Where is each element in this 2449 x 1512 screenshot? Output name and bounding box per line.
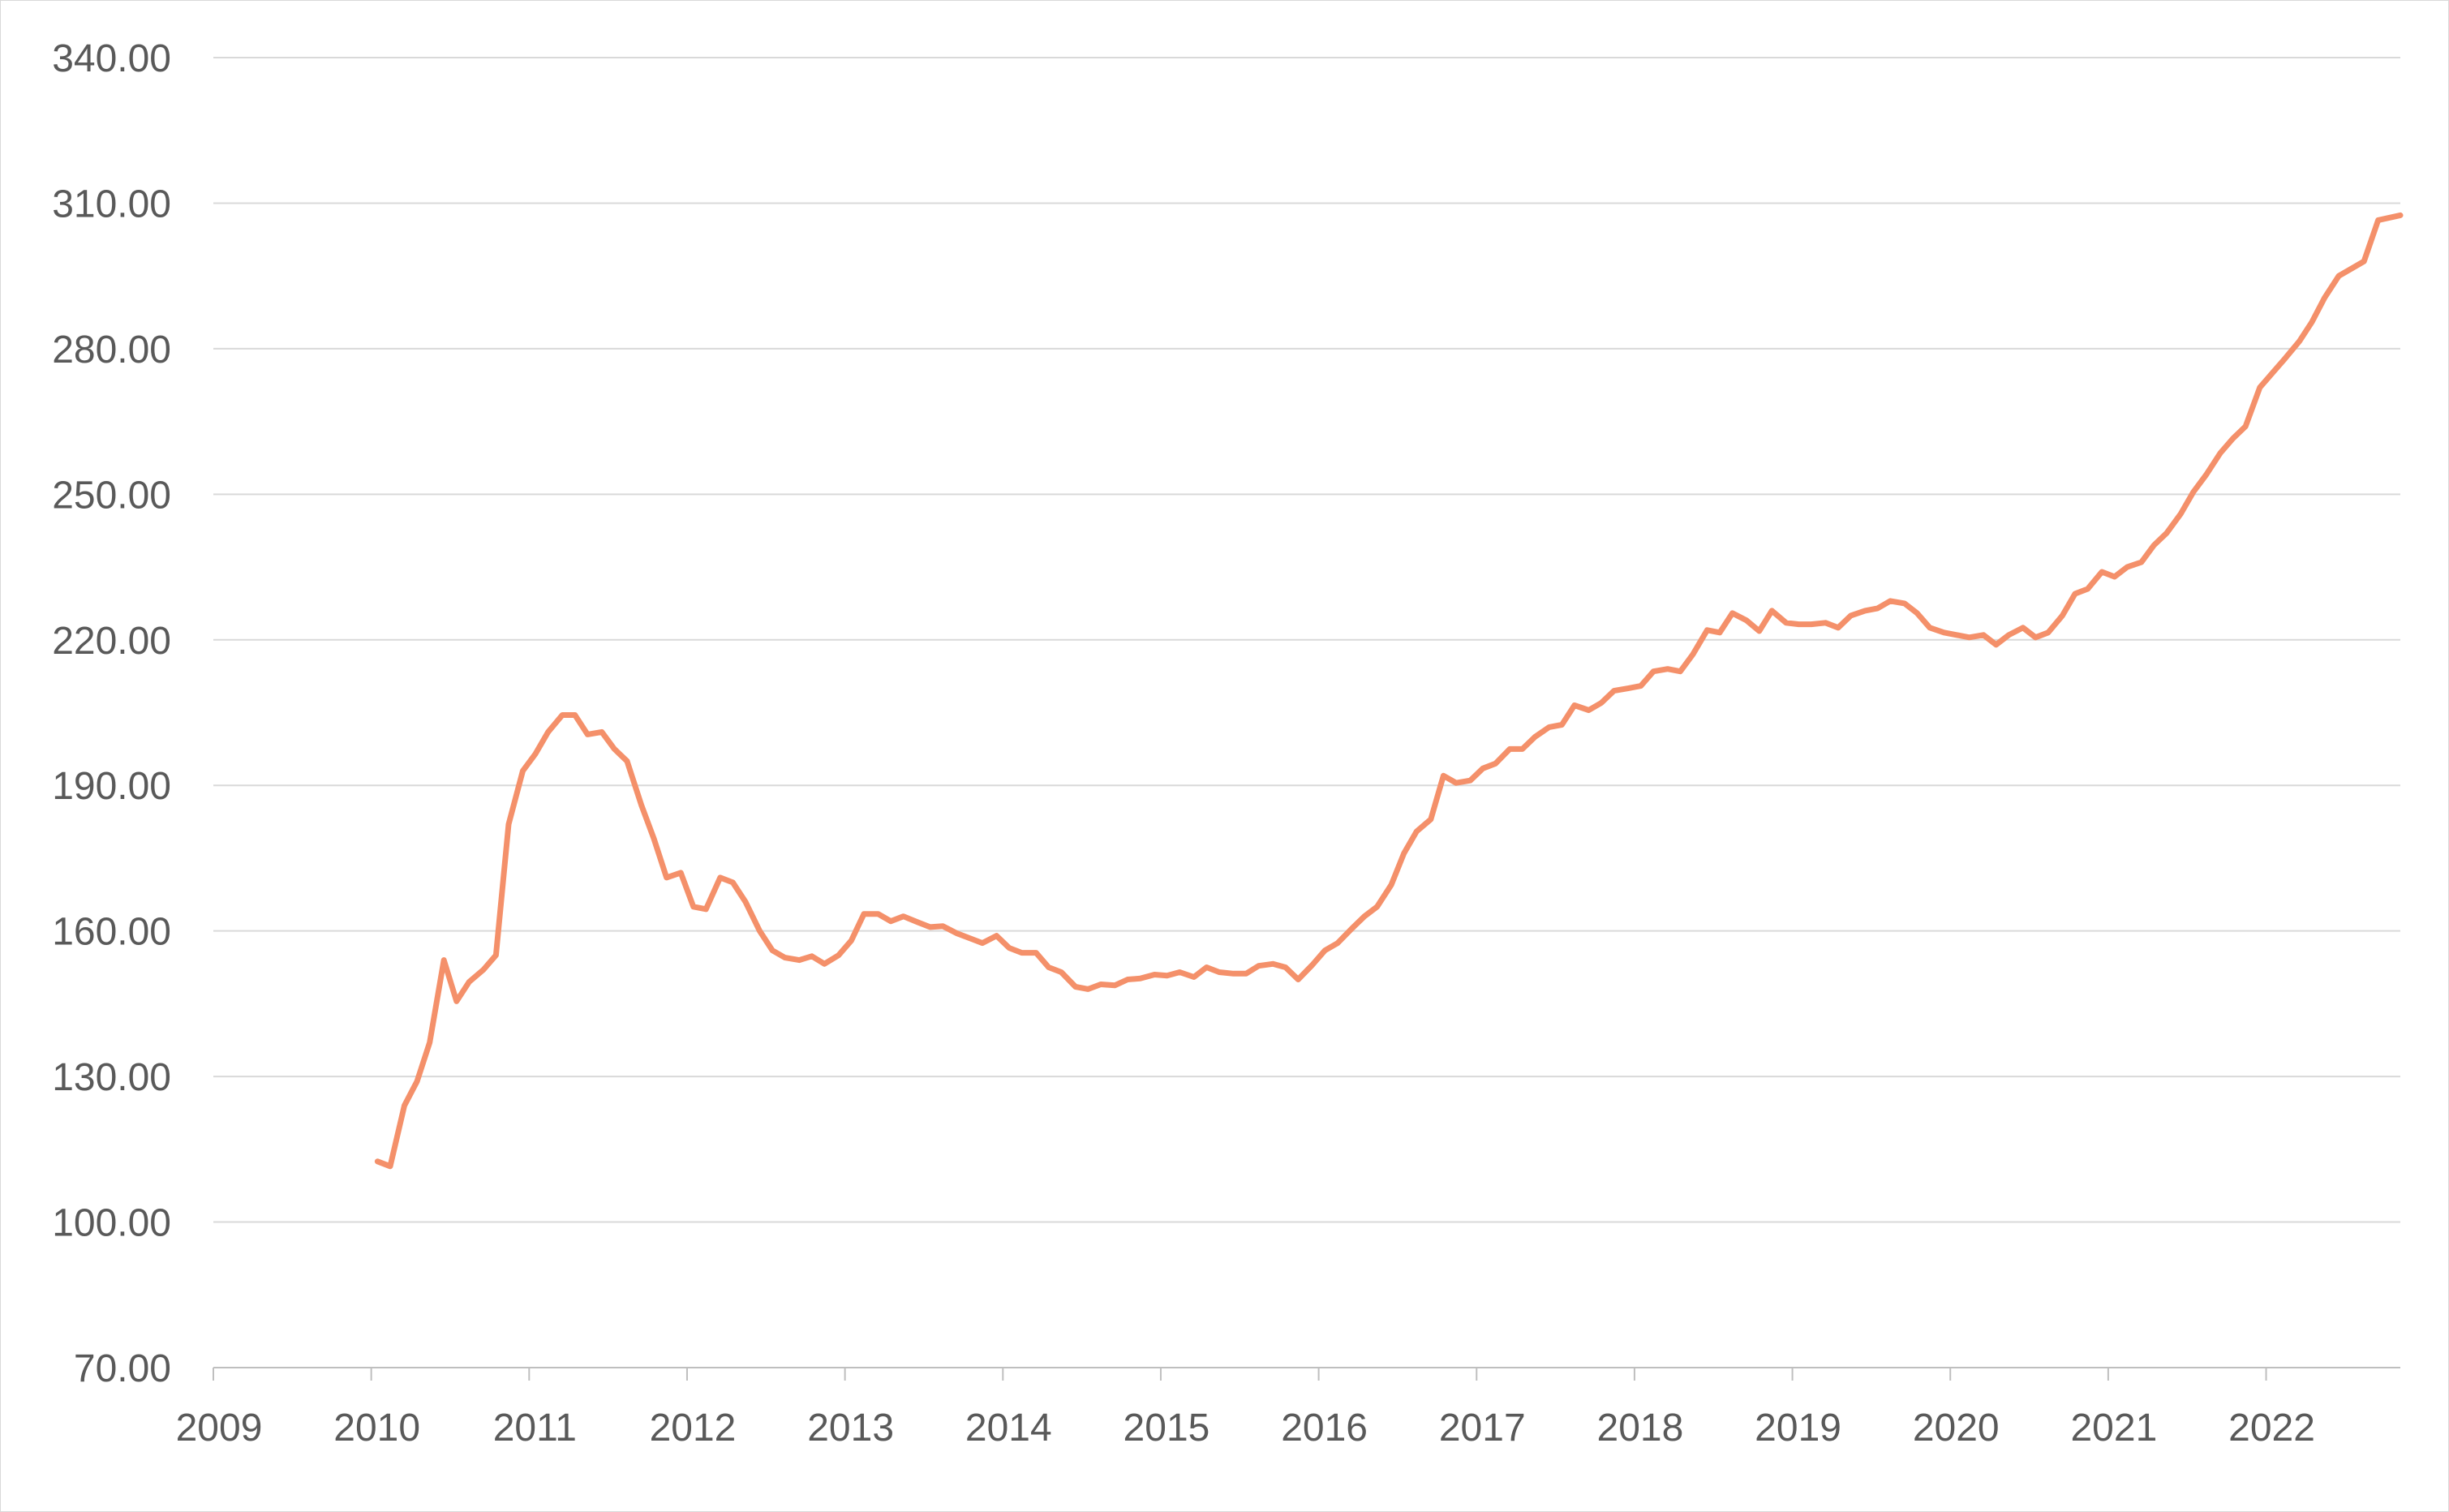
x-tick-label: 2020 xyxy=(1913,1407,2000,1450)
y-tick-label: 310.00 xyxy=(52,183,171,226)
series-layer xyxy=(374,212,2404,1170)
gridlines xyxy=(213,57,2400,1223)
x-tick-label: 2010 xyxy=(333,1407,420,1450)
x-tick-label: 2014 xyxy=(965,1407,1052,1450)
y-tick-label: 70.00 xyxy=(74,1347,171,1390)
x-tick-label: 2021 xyxy=(2070,1407,2157,1450)
x-tick-label: 2019 xyxy=(1755,1407,1841,1450)
x-tick-label: 2017 xyxy=(1439,1407,1526,1450)
y-tick-label: 340.00 xyxy=(52,37,171,80)
x-tick-label: 2009 xyxy=(176,1407,263,1450)
x-tick-label: 2015 xyxy=(1124,1407,1210,1450)
x-tick-label: 2022 xyxy=(2228,1407,2315,1450)
y-tick-label: 250.00 xyxy=(52,474,171,517)
x-tick-label: 2013 xyxy=(807,1407,894,1450)
x-tick-label: 2012 xyxy=(650,1407,737,1450)
x-axis xyxy=(213,1367,2400,1381)
y-tick-label: 100.00 xyxy=(52,1202,171,1245)
x-tick-label: 2016 xyxy=(1281,1407,1368,1450)
series-line xyxy=(374,212,2404,1170)
x-tick-label: 2011 xyxy=(493,1407,577,1450)
y-tick-label: 190.00 xyxy=(52,765,171,808)
y-tick-label: 280.00 xyxy=(52,329,171,372)
y-axis-labels: 70.00 100.00 130.00 160.00 190.00 220.00 250.0… xyxy=(52,37,171,1390)
x-axis-labels: 2009 2010 2011 2012 2013 2014 2015 2016 2017 2018… xyxy=(176,1407,2315,1450)
y-tick-label: 220.00 xyxy=(52,620,171,663)
y-tick-label: 130.00 xyxy=(52,1056,171,1099)
y-tick-label: 160.00 xyxy=(52,911,171,954)
x-tick-label: 2018 xyxy=(1597,1407,1684,1450)
